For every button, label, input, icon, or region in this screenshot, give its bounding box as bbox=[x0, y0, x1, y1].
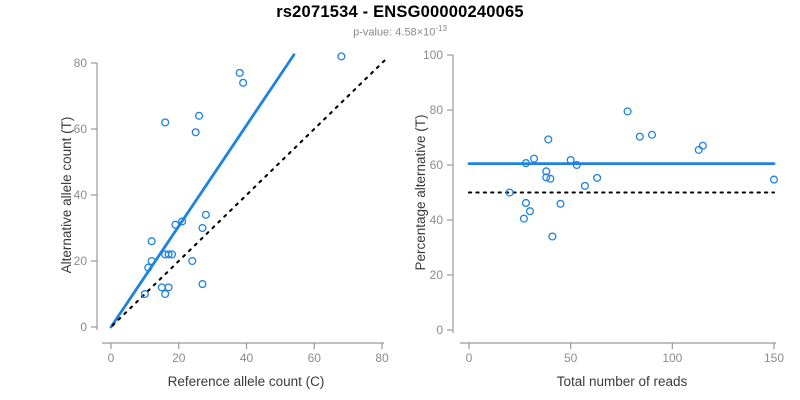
data-point bbox=[198, 223, 207, 233]
y-tick-label: 40 bbox=[74, 188, 88, 202]
x-tick-label: 100 bbox=[662, 351, 682, 365]
data-point bbox=[178, 217, 187, 226]
y-tick-label: 60 bbox=[74, 122, 88, 136]
x-tick-label: 80 bbox=[375, 351, 389, 365]
pvalue-exponent: -13 bbox=[435, 24, 447, 33]
y-tick-label: 20 bbox=[430, 268, 444, 282]
data-point bbox=[161, 118, 170, 127]
data-point bbox=[171, 220, 180, 229]
data-point bbox=[235, 68, 244, 77]
y-tick-label: 20 bbox=[74, 254, 88, 268]
data-point bbox=[144, 263, 153, 272]
data-point bbox=[572, 160, 581, 170]
data-point bbox=[140, 289, 149, 299]
data-point bbox=[147, 256, 156, 266]
data-point bbox=[698, 141, 707, 150]
x-tick-label: 40 bbox=[240, 351, 254, 365]
data-point bbox=[147, 237, 156, 246]
data-point bbox=[694, 145, 703, 154]
data-point bbox=[164, 250, 173, 259]
data-point bbox=[542, 167, 551, 176]
data-point bbox=[167, 250, 177, 259]
data-point bbox=[198, 280, 207, 289]
x-axis-title: Reference allele count (C) bbox=[168, 374, 325, 389]
data-point bbox=[580, 181, 589, 190]
x-axis-title: Total number of reads bbox=[557, 374, 688, 389]
data-point bbox=[530, 154, 539, 163]
data-point bbox=[542, 173, 551, 182]
data-point bbox=[157, 283, 166, 292]
data-point bbox=[521, 198, 530, 208]
pvalue-text: p-value: 4.58×10 bbox=[353, 26, 436, 39]
data-point bbox=[337, 52, 346, 61]
fitted-ratio-line bbox=[109, 53, 296, 329]
data-point bbox=[521, 159, 530, 168]
y-tick-label: 80 bbox=[74, 56, 88, 70]
data-point bbox=[505, 188, 514, 197]
x-tick-label: 0 bbox=[466, 351, 473, 365]
y-axis-title: Percentage alternative (T) bbox=[413, 114, 428, 270]
identity-line bbox=[111, 58, 387, 327]
y-tick-label: 40 bbox=[430, 213, 444, 227]
data-point bbox=[556, 199, 565, 208]
y-tick-label: 0 bbox=[436, 323, 443, 337]
y-tick-label: 60 bbox=[430, 158, 444, 172]
y-tick-label: 100 bbox=[423, 48, 443, 62]
data-point bbox=[191, 128, 200, 137]
y-tick-label: 0 bbox=[80, 320, 87, 334]
y-axis-title: Alternative allele count (T) bbox=[59, 117, 74, 274]
data-point bbox=[647, 130, 657, 139]
percentage-scatter: 0 20 40 60 80 100 0 50 100 150 Total number of rea… bbox=[413, 48, 784, 389]
data-point bbox=[544, 135, 553, 144]
data-point bbox=[201, 210, 210, 219]
data-point bbox=[188, 256, 197, 266]
data-point bbox=[623, 107, 632, 116]
pvalue-subtitle: p-value: 4.58×10-13 bbox=[0, 24, 800, 39]
data-point bbox=[548, 232, 557, 241]
data-point bbox=[593, 173, 602, 182]
x-tick-label: 60 bbox=[308, 351, 322, 365]
x-tick-label: 0 bbox=[108, 351, 115, 365]
data-point bbox=[239, 78, 248, 87]
data-point bbox=[566, 156, 575, 165]
data-point bbox=[546, 174, 555, 183]
allele-count-scatter: 0 20 40 60 80 0 20 40 60 80 Reference allele count… bbox=[59, 52, 389, 389]
data-point bbox=[525, 207, 535, 216]
x-tick-label: 150 bbox=[764, 351, 784, 365]
data-point bbox=[161, 289, 170, 299]
data-point bbox=[519, 214, 528, 223]
plot-title: rs2071534 - ENSG00000240065 bbox=[276, 3, 524, 21]
y-tick-label: 80 bbox=[430, 103, 444, 117]
x-tick-label: 50 bbox=[564, 351, 578, 365]
data-point bbox=[769, 175, 779, 184]
data-point bbox=[635, 132, 644, 141]
data-point bbox=[195, 111, 204, 120]
x-tick-label: 20 bbox=[172, 351, 186, 365]
data-point bbox=[164, 283, 173, 292]
